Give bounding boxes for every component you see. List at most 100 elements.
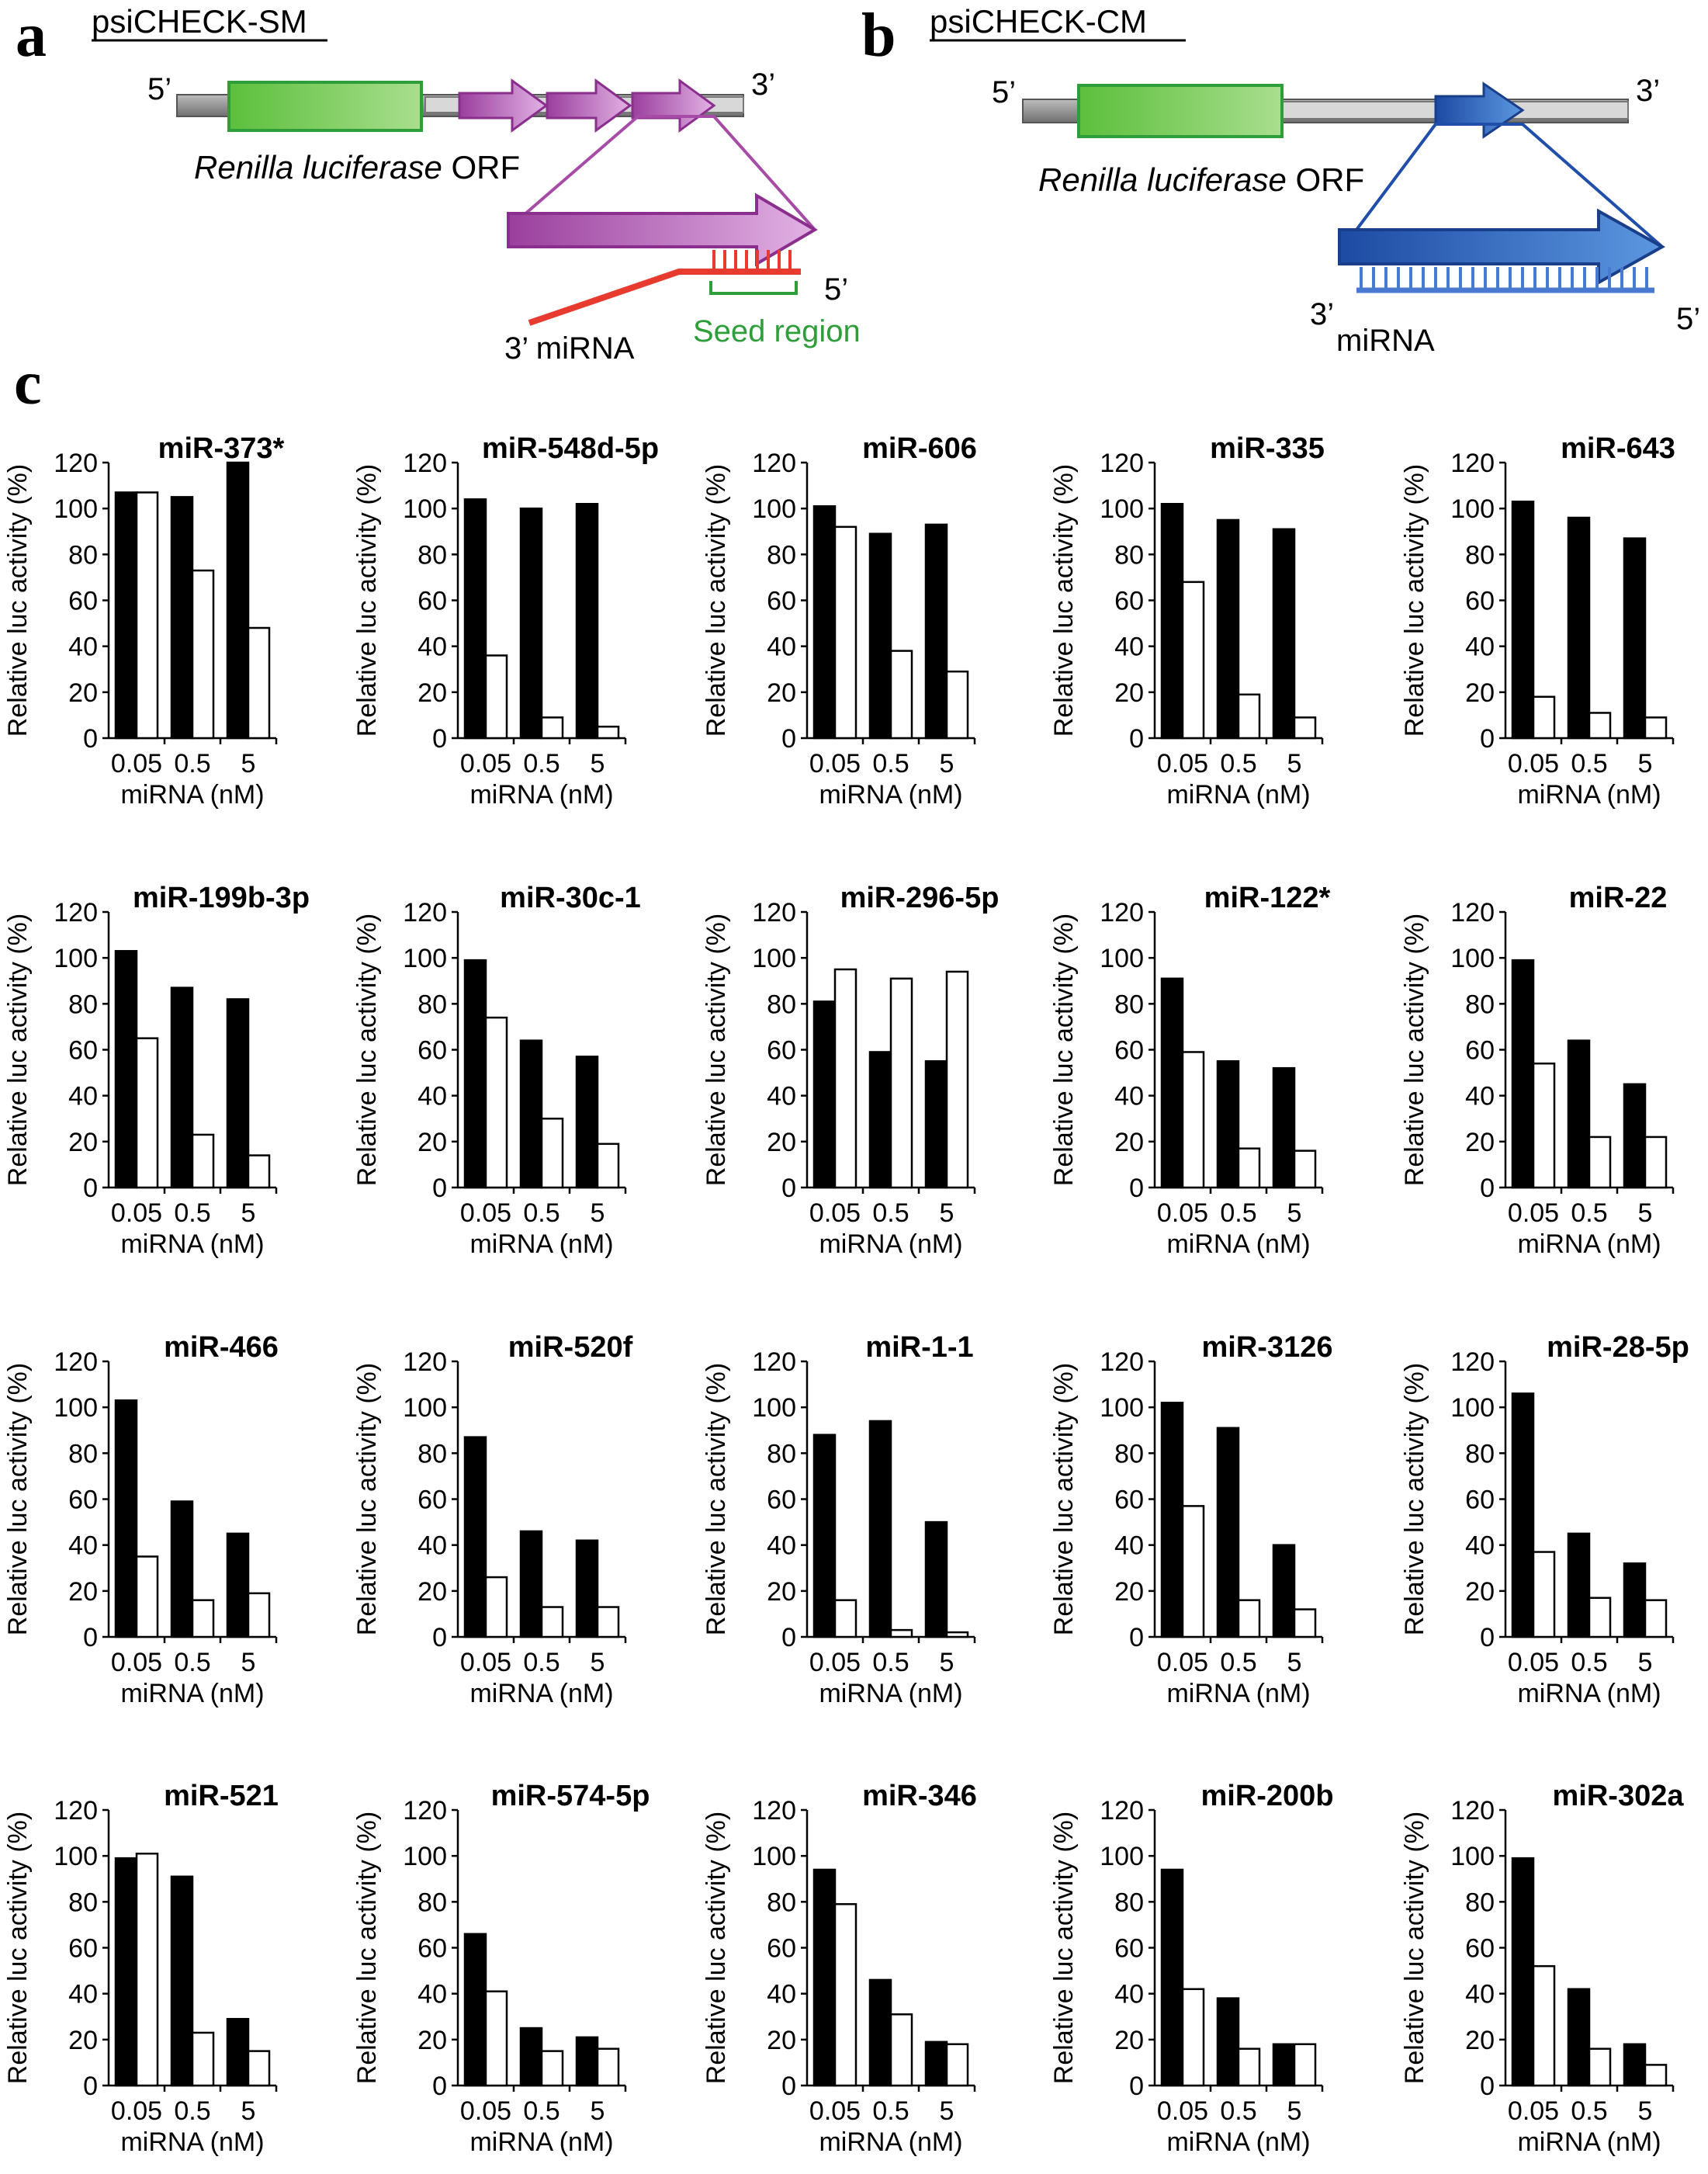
bar-sm (226, 461, 250, 740)
x-tick-label: 0.05 (460, 1198, 511, 1228)
bar-cm (945, 970, 969, 1189)
y-tick-label: 60 (417, 587, 447, 616)
y-tick-label: 120 (752, 1347, 796, 1377)
x-axis-label: miRNA (nM) (1166, 2127, 1310, 2157)
panel-a-seed-label: Seed region (693, 314, 861, 348)
bar-sm (519, 1039, 543, 1189)
bar-cm (135, 1852, 159, 2087)
bar-cm (1237, 2047, 1261, 2087)
x-tick-label: 0.05 (1508, 1648, 1559, 1677)
bar-cm (1293, 716, 1317, 740)
y-tick-label: 60 (68, 1036, 98, 1066)
y-tick-label: 60 (1114, 587, 1144, 616)
y-tick-label: 80 (767, 1888, 796, 1917)
bar-sm (1511, 1857, 1535, 2087)
panel-a-title: psiCHECK-SM (92, 3, 307, 40)
x-tick-label: 0.5 (1571, 749, 1607, 778)
bar-cm (1588, 712, 1612, 740)
y-tick-label: 40 (417, 633, 447, 662)
bar-cm (596, 1142, 620, 1189)
y-axis-label: Relative luc activity (%) (352, 464, 382, 737)
x-tick-label: 0.5 (1220, 1198, 1256, 1228)
x-tick-label: 0.05 (809, 1198, 861, 1228)
x-axis-label: miRNA (nM) (469, 780, 613, 810)
y-tick-label: 60 (417, 1036, 447, 1066)
y-tick-label: 80 (1114, 540, 1144, 570)
x-axis-label: miRNA (nM) (819, 1229, 962, 1259)
x-tick-label: 5 (591, 2096, 605, 2126)
bar-cm (1644, 1599, 1668, 1638)
y-axis-label: Relative luc activity (%) (352, 914, 382, 1186)
bar-cm (596, 2047, 620, 2087)
x-tick-label: 0.05 (1157, 749, 1208, 778)
chart-title: miR-521 (164, 1780, 279, 1812)
y-tick-label: 80 (1465, 1888, 1495, 1917)
y-tick-label: 0 (1129, 1623, 1144, 1652)
chart-mir-521: miR-521 Relative luc activity (%) 0 20 40 60 8… (3, 1780, 279, 2157)
y-tick-label: 20 (417, 1128, 447, 1157)
bar-sm (170, 496, 194, 740)
bar-sm (114, 1399, 138, 1638)
y-tick-label: 120 (1450, 1796, 1495, 1826)
y-tick-label: 0 (1480, 724, 1495, 754)
chart-title: miR-199b-3p (133, 882, 310, 914)
bar-sm (1216, 1997, 1240, 2087)
bar-sm (575, 2036, 599, 2087)
panel-a-target-arrow-3 (631, 78, 716, 133)
chart-title: miR-3126 (1202, 1331, 1333, 1364)
y-tick-label: 20 (1114, 1128, 1144, 1157)
bar-sm (1160, 1402, 1184, 1638)
y-axis-label: Relative luc activity (%) (702, 464, 731, 737)
y-tick-label: 80 (68, 1439, 98, 1468)
bar-sm (519, 1530, 543, 1638)
y-tick-label: 40 (68, 1531, 98, 1561)
y-axis-label: Relative luc activity (%) (1049, 914, 1079, 1186)
bar-cm (540, 716, 564, 740)
panel-b-target-arrow (1434, 81, 1525, 139)
bar-sm (1160, 977, 1184, 1189)
bar-cm (945, 2043, 969, 2087)
bar-cm (833, 525, 857, 740)
bar-sm (226, 1532, 250, 1638)
x-tick-label: 0.5 (174, 1198, 210, 1228)
x-axis-label: miRNA (nM) (819, 1679, 962, 1708)
y-tick-label: 20 (1465, 1128, 1495, 1157)
bar-cm (1293, 1608, 1317, 1638)
y-tick-label: 20 (68, 1128, 98, 1157)
y-tick-label: 100 (752, 944, 796, 973)
chart-mir-606: miR-606 Relative luc activity (%) 0 20 40 60 8… (702, 432, 977, 810)
y-tick-label: 20 (417, 1577, 447, 1607)
bar-sm (1567, 1532, 1591, 1638)
x-tick-label: 5 (241, 1198, 256, 1228)
y-tick-label: 60 (1114, 1036, 1144, 1066)
x-tick-label: 5 (241, 2096, 256, 2126)
panel-c-charts: miR-373* Relative luc activity (%) 0 20 40 60… (3, 432, 1689, 2157)
y-tick-label: 20 (68, 1577, 98, 1607)
x-tick-label: 0.05 (111, 749, 162, 778)
x-axis-label: miRNA (nM) (1517, 2127, 1661, 2157)
bar-cm (484, 1576, 508, 1638)
bar-cm (1644, 1136, 1668, 1189)
y-tick-label: 80 (1465, 540, 1495, 570)
x-tick-label: 0.05 (809, 2096, 861, 2126)
bar-cm (596, 725, 620, 740)
y-tick-label: 20 (1465, 678, 1495, 708)
chart-mir-373-: miR-373* Relative luc activity (%) 0 20 40 60… (3, 432, 285, 810)
panel-a-orf-box (227, 81, 423, 132)
y-tick-label: 20 (68, 2026, 98, 2055)
y-tick-label: 100 (752, 494, 796, 524)
chart-mir-200b: miR-200b Relative luc activity (%) 0 20 40 60… (1049, 1780, 1334, 2157)
bar-cm (540, 2050, 564, 2087)
y-tick-label: 20 (767, 1128, 796, 1157)
y-tick-label: 100 (403, 494, 447, 524)
bar-sm (812, 1000, 837, 1189)
bar-sm (575, 503, 599, 740)
y-tick-label: 120 (54, 898, 98, 928)
bar-sm (170, 1875, 194, 2087)
y-tick-label: 0 (1129, 724, 1144, 754)
bar-sm (1216, 518, 1240, 740)
panel-a-orf-plain: ORF (442, 149, 520, 186)
y-tick-label: 20 (1114, 1577, 1144, 1607)
bar-cm (1181, 1051, 1205, 1189)
panel-b-diagram: b psiCHECK-CM 5’ 3’ Renilla luciferase O… (861, 2, 1700, 358)
